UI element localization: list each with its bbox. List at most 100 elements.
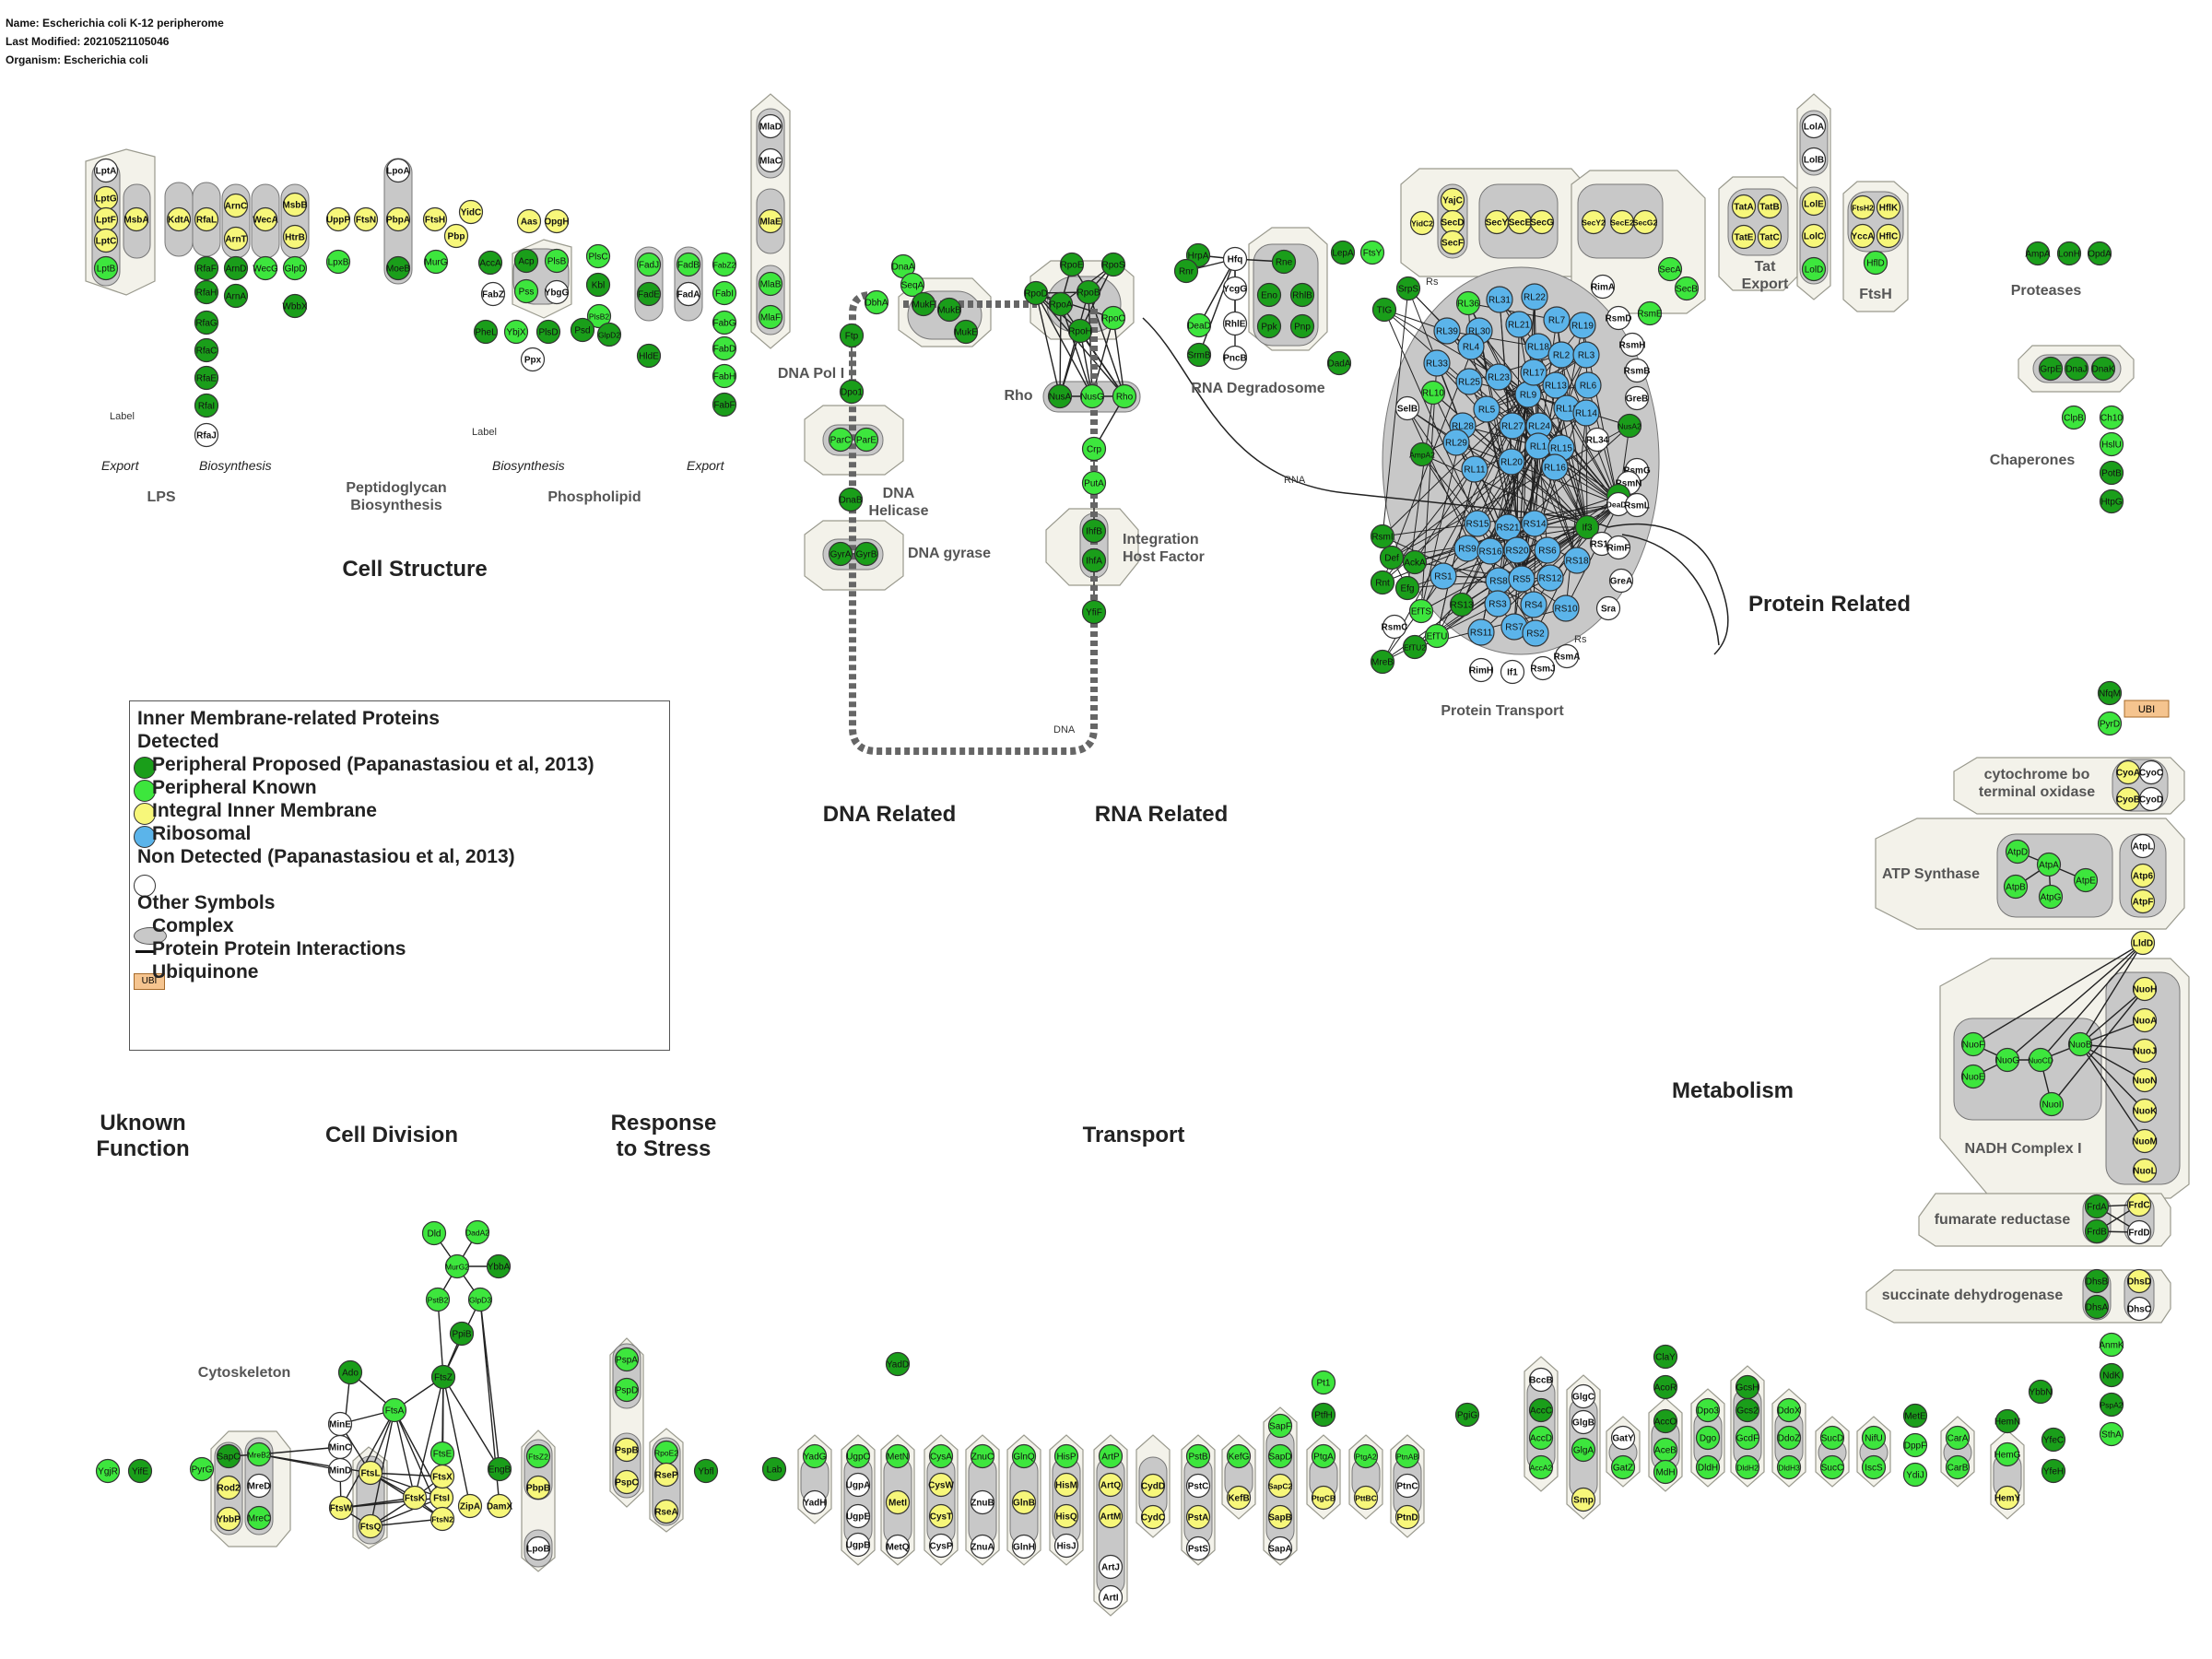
protein-node-hslu[interactable]: HslU (2099, 431, 2124, 457)
protein-node-mete[interactable]: MetE (1902, 1403, 1928, 1429)
protein-node-glnh[interactable]: GlnH (1011, 1534, 1037, 1559)
protein-node-secd[interactable]: SecD (1440, 209, 1465, 235)
protein-node-lldd[interactable]: LldD (2130, 930, 2156, 956)
protein-node-rs1[interactable]: RS1 (1430, 562, 1457, 590)
protein-node-rl36[interactable]: RL36 (1455, 290, 1481, 316)
protein-node-rl29[interactable]: RL29 (1442, 429, 1470, 456)
protein-node-parc[interactable]: ParC (828, 427, 853, 453)
protein-node-fabf[interactable]: FabF (712, 392, 737, 418)
protein-node-artm[interactable]: ArtM (1098, 1503, 1124, 1529)
protein-node-nuon[interactable]: NuoN (2133, 1067, 2158, 1093)
protein-node-sece2[interactable]: SecE2 (1609, 209, 1635, 235)
protein-node-kefb[interactable]: KefB (1226, 1485, 1252, 1511)
protein-node-rpod[interactable]: RpoD (1023, 280, 1049, 306)
protein-node-greb[interactable]: GreB (1624, 385, 1650, 411)
protein-node-glnb[interactable]: GlnB (1011, 1489, 1037, 1515)
protein-node-rhle[interactable]: RhlE (1222, 311, 1248, 336)
protein-node-atpa[interactable]: AtpA (2036, 852, 2062, 877)
protein-node-ch10[interactable]: Ch10 (2099, 405, 2124, 430)
protein-node-frda[interactable]: FrdA (2084, 1194, 2110, 1219)
protein-node-cydd[interactable]: CydD (1140, 1473, 1166, 1499)
protein-node-ftsw[interactable]: FtsW (328, 1495, 354, 1521)
protein-node-clay[interactable]: ClaY (1653, 1344, 1678, 1370)
protein-node-ihfa[interactable]: IhfA (1081, 547, 1107, 573)
protein-node-arna[interactable]: ArnA (223, 283, 249, 309)
protein-node-sapd[interactable]: SapD (1267, 1443, 1293, 1469)
protein-node-dead[interactable]: DeaD (1186, 312, 1212, 338)
protein-node-rl34[interactable]: RL34 (1584, 427, 1610, 453)
protein-node-iscs[interactable]: IscS (1861, 1454, 1887, 1480)
protein-node-rs15[interactable]: RS15 (1464, 510, 1491, 537)
protein-node-sapc[interactable]: SapC (216, 1443, 241, 1469)
protein-node-hfld[interactable]: HflD (1863, 250, 1888, 276)
protein-node-frdc[interactable]: FrdC (2126, 1192, 2152, 1218)
protein-node-acor[interactable]: AcoR (1653, 1374, 1678, 1400)
protein-node-grpe[interactable]: GrpE (2038, 356, 2064, 382)
protein-node-rfag[interactable]: RfaG (194, 310, 219, 335)
protein-node-tig[interactable]: TIG (1371, 297, 1397, 323)
protein-node-htpg[interactable]: HtpG (2099, 488, 2124, 514)
protein-node-clpb[interactable]: ClpB (2061, 405, 2087, 430)
protein-node-lold[interactable]: LolD (1801, 256, 1827, 282)
protein-node-def[interactable]: Def (1379, 545, 1405, 571)
protein-node-rsma[interactable]: RsmA (1554, 643, 1581, 669)
protein-node-rs11[interactable]: RS11 (1467, 618, 1495, 646)
protein-node-nuoh[interactable]: NuoH (2133, 976, 2158, 1002)
protein-node-lptb[interactable]: LptB (93, 255, 119, 281)
protein-node-ddoz[interactable]: DdoZ (1776, 1425, 1802, 1451)
protein-node-nuof[interactable]: NuoF (1960, 1031, 1986, 1057)
protein-node-succ[interactable]: SucC (1819, 1454, 1845, 1480)
protein-node-wbbx[interactable]: WbbX (282, 293, 308, 319)
protein-node-rl1[interactable]: RL1 (1524, 432, 1552, 460)
protein-node-dpo3[interactable]: Dpo3 (1695, 1397, 1721, 1423)
protein-node-ftsk[interactable]: FtsK (402, 1485, 428, 1511)
protein-node-mlae[interactable]: MlaE (758, 208, 783, 234)
protein-node-acca[interactable]: AccA (477, 250, 503, 276)
protein-node-rs10[interactable]: RS10 (1552, 594, 1580, 622)
protein-node-pncb[interactable]: PncB (1222, 345, 1248, 371)
protein-node-nuok[interactable]: NuoK (2133, 1098, 2158, 1124)
protein-node-rsme[interactable]: RsmE (1637, 300, 1663, 326)
protein-node-pstb[interactable]: PstB (1185, 1443, 1211, 1469)
protein-node-hemg[interactable]: HemG (1994, 1441, 2021, 1467)
protein-node-gatz[interactable]: GatZ (1610, 1454, 1636, 1480)
protein-node-rpoh[interactable]: RpoH (1067, 318, 1093, 344)
protein-node-gcdf[interactable]: GcdF (1735, 1425, 1760, 1451)
protein-node-psd[interactable]: Psd (570, 317, 595, 343)
protein-node-mrec[interactable]: MreC (246, 1505, 272, 1531)
protein-node-rsea[interactable]: RseA (653, 1499, 679, 1524)
protein-node-fabh[interactable]: FabH (712, 363, 737, 389)
protein-node-hisj[interactable]: HisJ (1053, 1533, 1079, 1559)
protein-node-psta[interactable]: PstA (1185, 1504, 1211, 1530)
protein-node-cydc[interactable]: CydC (1140, 1504, 1166, 1530)
protein-node-rimf[interactable]: RimF (1606, 535, 1631, 560)
protein-node-accc[interactable]: AccC (1528, 1397, 1554, 1423)
protein-node-rl23[interactable]: RL23 (1485, 363, 1512, 391)
protein-node-nuoi[interactable]: NuoI (2039, 1091, 2065, 1117)
protein-node-mlaf[interactable]: MlaF (758, 304, 783, 330)
protein-node-moeb[interactable]: MoeB (385, 255, 410, 281)
protein-node-mred[interactable]: MreD (246, 1473, 272, 1499)
protein-node-ftsq[interactable]: FtsQ (358, 1513, 383, 1539)
protein-node-murg2[interactable]: MurG2 (444, 1253, 469, 1279)
protein-node-ydij[interactable]: YdiJ (1902, 1462, 1928, 1488)
protein-node-lptf[interactable]: LptF (93, 206, 119, 232)
protein-node-rl9[interactable]: RL9 (1514, 381, 1542, 408)
protein-node-mind[interactable]: MinD (327, 1457, 353, 1483)
protein-node-pspd[interactable]: PspD (614, 1377, 640, 1403)
protein-node-plsc[interactable]: PlsC (585, 243, 611, 269)
protein-node-rl5[interactable]: RL5 (1473, 395, 1500, 423)
protein-node-rl25[interactable]: RL25 (1455, 368, 1483, 395)
protein-node-nuoj[interactable]: NuoJ (2132, 1038, 2158, 1064)
protein-node-frdb[interactable]: FrdB (2084, 1218, 2110, 1244)
protein-node-sapb[interactable]: SapB (1267, 1504, 1293, 1530)
protein-node-pare[interactable]: ParE (853, 427, 879, 453)
protein-node-hisp[interactable]: HisP (1053, 1443, 1079, 1469)
protein-node-hflk[interactable]: HflK (1876, 194, 1901, 220)
protein-node-opgh[interactable]: OpgH (544, 208, 570, 234)
protein-node-rsmb[interactable]: RsmB (1624, 358, 1651, 383)
protein-node-rl3[interactable]: RL3 (1572, 341, 1600, 369)
protein-node-pbpb[interactable]: PbpB (525, 1475, 551, 1500)
protein-node-cyob[interactable]: CyoB (2115, 786, 2141, 812)
protein-node-rfai[interactable]: RfaI (194, 393, 219, 418)
